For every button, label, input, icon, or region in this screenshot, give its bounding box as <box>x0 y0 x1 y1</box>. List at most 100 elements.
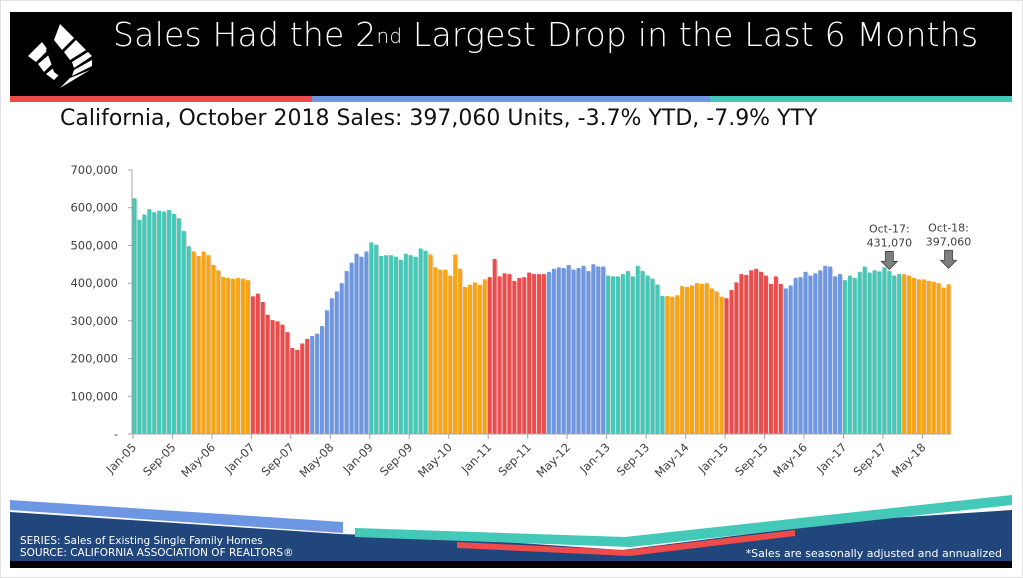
bar <box>310 335 315 434</box>
bar <box>611 276 616 434</box>
bar <box>818 270 823 434</box>
x-tick-label: Jan-11 <box>458 440 494 476</box>
bar <box>739 274 744 434</box>
bar <box>374 244 379 434</box>
bar <box>265 314 270 434</box>
california-realtors-logo-icon <box>28 24 92 88</box>
bar <box>655 284 660 434</box>
bar <box>907 275 912 434</box>
footer-teal-stripe <box>355 495 1012 547</box>
bar <box>714 291 719 434</box>
bar <box>305 338 310 434</box>
bar <box>571 269 576 434</box>
bar <box>290 348 295 434</box>
bar <box>339 283 344 434</box>
bar <box>542 274 546 434</box>
bar <box>931 281 936 434</box>
bar <box>398 259 403 434</box>
bar <box>867 272 872 434</box>
y-axis: - 100,000 200,000 300,000 400,000 500,000 600,… <box>70 163 133 441</box>
bar <box>640 271 645 434</box>
bar <box>142 214 147 434</box>
y-tick-label: 600,000 <box>70 201 118 215</box>
bar <box>236 277 241 434</box>
bar <box>181 231 186 434</box>
bar <box>699 283 704 434</box>
bar <box>690 285 694 434</box>
bar <box>354 253 359 434</box>
bar <box>561 268 566 434</box>
x-tick-label: May-06 <box>178 440 218 480</box>
bar <box>546 271 551 434</box>
bar <box>231 278 236 434</box>
bar <box>842 280 847 434</box>
x-tick-label: Jan-05 <box>103 440 139 476</box>
bar <box>517 277 522 434</box>
bar <box>472 282 477 434</box>
x-tick-label: Jan-07 <box>221 440 257 476</box>
bar <box>324 310 329 434</box>
bar <box>581 265 586 434</box>
down-arrow-icon <box>880 251 899 270</box>
bar <box>241 278 245 434</box>
title-text-2: Largest Drop in the Last 6 Months <box>402 15 979 54</box>
footer-black-band <box>10 561 1012 568</box>
bar <box>389 255 393 434</box>
bar <box>433 267 438 434</box>
bar <box>132 198 137 434</box>
bar <box>458 268 463 434</box>
bar <box>186 246 191 434</box>
bar <box>704 283 709 434</box>
bar <box>764 275 768 434</box>
chart-subtitle: California, October 2018 Sales: 397,060 … <box>60 106 818 131</box>
bar <box>507 274 512 434</box>
bar <box>897 274 902 434</box>
bar <box>250 296 255 434</box>
bar <box>887 271 892 434</box>
bar <box>660 295 665 434</box>
bar <box>497 276 502 434</box>
bar <box>724 298 729 434</box>
bar <box>477 284 482 434</box>
bar <box>680 286 685 434</box>
bar <box>872 270 877 434</box>
bar <box>620 274 625 434</box>
bar <box>191 251 196 434</box>
bar <box>921 279 926 434</box>
x-axis: Jan-05 Sep-05 May-06 Jan-07 Sep-07 May-08 Jan-… <box>103 433 951 480</box>
x-tick-label: May-08 <box>297 440 337 480</box>
bar <box>379 255 384 434</box>
x-tick-label: Jan-17 <box>813 440 849 476</box>
bar <box>783 288 788 434</box>
bar <box>828 266 833 434</box>
y-tick-label: 700,000 <box>70 163 118 177</box>
x-tick-label: Sep-13 <box>614 440 653 479</box>
bar <box>275 321 280 434</box>
bar <box>300 343 305 434</box>
annotation-label-value: 431,070 <box>867 236 913 249</box>
bar <box>147 209 152 434</box>
bar <box>364 251 369 434</box>
bar <box>403 253 408 434</box>
bar <box>221 277 226 434</box>
title-text-1: Sales Had the 2 <box>113 15 377 54</box>
footer-graphic <box>10 495 1012 568</box>
bar <box>719 296 724 434</box>
annotation-label-value: 397,060 <box>926 235 972 248</box>
bar <box>902 274 907 434</box>
x-tick-label: May-14 <box>652 440 692 480</box>
bar <box>768 283 773 434</box>
bar <box>418 248 423 434</box>
bar <box>384 255 389 434</box>
annotation-callout: Oct-17:431,070 <box>867 222 913 270</box>
bar <box>329 298 334 434</box>
bar <box>349 262 354 434</box>
bar <box>216 270 221 434</box>
bar <box>522 277 527 434</box>
bar <box>576 268 581 434</box>
bar <box>833 276 838 434</box>
bar <box>778 283 783 434</box>
bar <box>941 287 946 434</box>
bar <box>670 296 675 434</box>
bar <box>428 254 433 434</box>
